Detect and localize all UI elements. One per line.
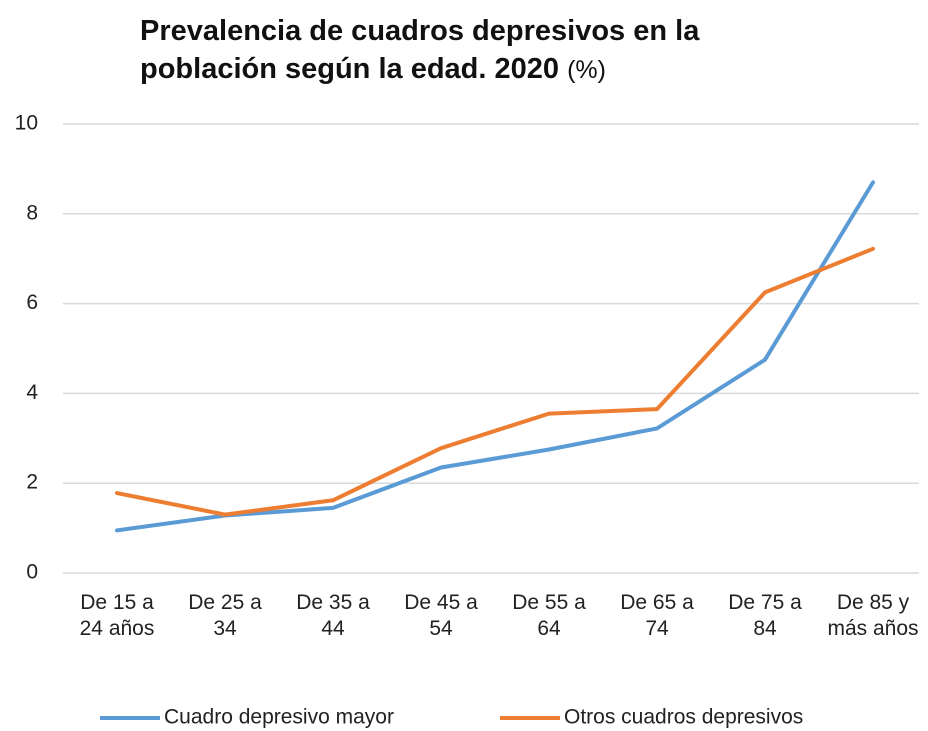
chart-title: Prevalencia de cuadros depresivos en la …	[140, 15, 700, 85]
y-tick-label: 10	[15, 112, 38, 135]
y-tick-label: 8	[26, 201, 38, 224]
legend-label: Otros cuadros depresivos	[564, 706, 803, 729]
chart-unit: (%)	[567, 56, 606, 84]
y-tick-label: 2	[26, 471, 38, 494]
x-tick-label: De 65 a 74	[620, 591, 694, 640]
x-tick-label: De 75 a 84	[728, 591, 802, 640]
series-line	[115, 180, 875, 533]
y-tick-label: 0	[26, 561, 38, 584]
chart-title-block: Prevalencia de cuadros depresivos en la …	[140, 12, 840, 89]
y-tick-label: 6	[26, 291, 38, 314]
legend-label: Cuadro depresivo mayor	[164, 706, 394, 729]
series-line	[115, 246, 875, 517]
x-tick-label: De 25 a 34	[188, 591, 262, 640]
x-tick-label: De 35 a 44	[296, 591, 370, 640]
x-tick-label: De 85 y más años	[827, 591, 919, 640]
x-tick-label: De 45 a 54	[404, 591, 478, 640]
x-tick-label: De 15 a 24 años	[79, 591, 155, 640]
y-tick-label: 4	[26, 381, 38, 404]
x-tick-label: De 55 a 64	[512, 591, 586, 640]
